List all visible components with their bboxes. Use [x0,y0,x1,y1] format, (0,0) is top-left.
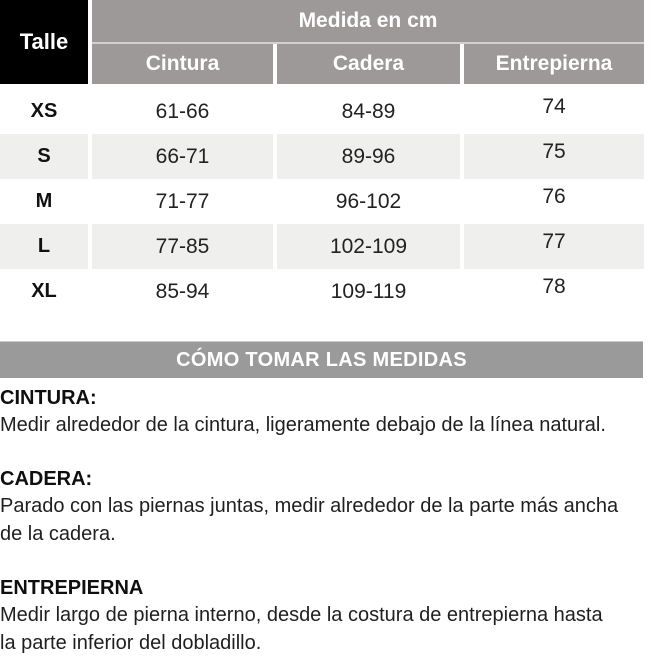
measure-guide-sections: CINTURA: Medir alrededor de la cintura, … [0,385,660,656]
table-row-m: M 71-77 96-102 76 [0,179,644,224]
cadera-cell: 89-96 [277,134,460,179]
measure-guide-banner: CÓMO TOMAR LAS MEDIDAS [0,341,643,378]
cintura-cell: 77-85 [92,224,273,269]
entrepierna-cell: 74 [464,89,644,134]
cintura-cell: 85-94 [92,269,273,314]
cadera-cell: 96-102 [277,179,460,224]
section-line: Parado con las piernas juntas, medir alr… [0,495,619,517]
corner-label: Talle [19,29,69,54]
column-header-cadera: Cadera [277,44,460,84]
column-headers: Cintura Cadera Entrepierna [92,44,644,84]
entrepierna-value: 78 [542,274,566,298]
size-cell: S [0,134,88,179]
entrepierna-cell: 78 [464,269,644,314]
entrepierna-value: 76 [542,184,566,208]
table-row-xs: XS 61-66 84-89 74 [0,89,644,134]
entrepierna-cell: 76 [464,179,644,224]
table-row-s: S 66-71 89-96 75 [0,134,644,179]
header-divider [92,42,644,44]
table-row-xl: XL 85-94 109-119 78 [0,269,644,314]
column-header-cintura: Cintura [92,44,273,84]
size-table: Talle Medida en cm Cintura Cadera Entrep… [0,0,644,314]
entrepierna-value: 74 [542,94,566,118]
section-heading: ENTREPIERNA [0,577,144,599]
column-header-cintura-label: Cintura [145,52,220,75]
section-cadera: CADERA: Parado con las piernas juntas, m… [0,466,660,548]
measure-header-group: Medida en cm Cintura Cadera Entrepierna [92,0,644,84]
group-header: Medida en cm [92,0,644,42]
entrepierna-cell: 77 [464,224,644,269]
section-line: Medir largo de pierna interno, desde la … [0,604,603,626]
size-cell: XS [0,89,88,134]
size-cell: M [0,179,88,224]
measure-guide-banner-title: CÓMO TOMAR LAS MEDIDAS [176,348,467,371]
table-header-row: Talle Medida en cm Cintura Cadera Entrep… [0,0,644,84]
section-line: la parte inferior del dobladillo. [0,632,262,654]
section-line: de la cadera. [0,523,116,545]
column-header-entrepierna: Entrepierna [464,44,644,84]
section-heading: CINTURA: [0,387,97,409]
section-entrepierna: ENTREPIERNA Medir largo de pierna intern… [0,575,660,656]
cintura-cell: 61-66 [92,89,273,134]
entrepierna-value: 75 [542,139,566,163]
section-cintura: CINTURA: Medir alrededor de la cintura, … [0,385,660,439]
cintura-cell: 71-77 [92,179,273,224]
size-cell: XL [0,269,88,314]
entrepierna-cell: 75 [464,134,644,179]
size-cell: L [0,224,88,269]
table-row-l: L 77-85 102-109 77 [0,224,644,269]
cintura-cell: 66-71 [92,134,273,179]
section-heading: CADERA: [0,468,93,490]
cadera-cell: 84-89 [277,89,460,134]
cadera-cell: 109-119 [277,269,460,314]
cadera-cell: 102-109 [277,224,460,269]
section-line: Medir alrededor de la cintura, ligeramen… [0,414,606,436]
table-body: XS 61-66 84-89 74 S 66-71 89-96 75 M 71-… [0,89,644,314]
entrepierna-value: 77 [542,229,566,253]
corner-cell-talle: Talle [0,0,88,84]
column-header-cadera-label: Cadera [332,52,405,75]
column-header-entrepierna-label: Entrepierna [495,52,613,75]
group-header-label: Medida en cm [298,9,438,32]
